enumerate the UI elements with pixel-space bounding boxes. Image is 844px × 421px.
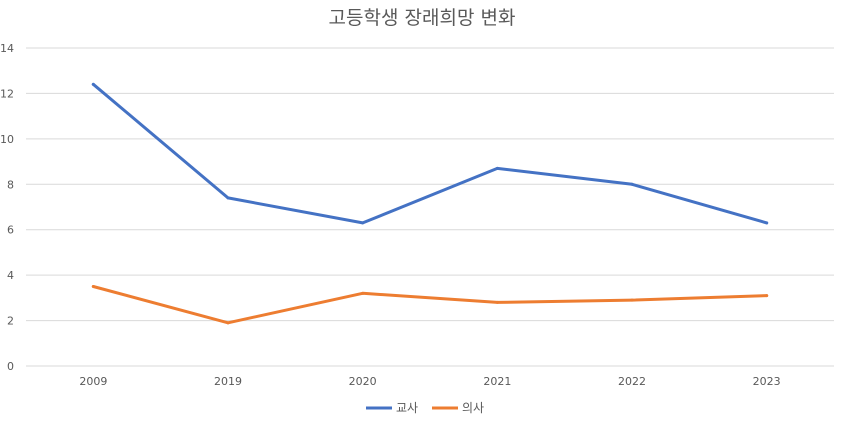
data-point-teacher (495, 166, 499, 170)
data-point-doctor (765, 294, 769, 298)
y-tick-label: 4 (7, 269, 14, 282)
x-tick-label: 2021 (483, 375, 511, 388)
x-axis-ticks: 2009 2019 2020 2021 2022 2023 (79, 375, 780, 388)
legend-label-doctor: 의사 (462, 401, 484, 415)
gridlines (26, 47, 834, 367)
y-tick-label: 0 (7, 360, 14, 373)
legend-label-teacher: 교사 (396, 401, 418, 415)
data-point-doctor (91, 285, 95, 288)
y-tick-label: 2 (7, 315, 14, 328)
data-point-doctor (361, 291, 365, 295)
chart-title: 고등학생 장래희망 변화 (329, 7, 516, 29)
data-point-teacher (226, 196, 230, 200)
data-point-doctor (495, 300, 499, 304)
x-tick-label: 2009 (79, 375, 107, 388)
x-tick-label: 2020 (349, 375, 377, 388)
data-point-doctor (226, 321, 230, 325)
y-tick-label: 14 (0, 42, 14, 55)
data-point-teacher (91, 82, 95, 86)
x-tick-label: 2023 (753, 375, 781, 388)
data-point-teacher (765, 221, 769, 225)
y-tick-label: 10 (0, 133, 14, 146)
series-line-doctor (91, 285, 769, 325)
data-point-teacher (361, 221, 365, 225)
x-tick-label: 2019 (214, 375, 242, 388)
x-tick-label: 2022 (618, 375, 646, 388)
y-tick-label: 6 (7, 224, 14, 237)
legend: 교사 의사 (366, 401, 484, 415)
series-lines (91, 82, 769, 325)
y-axis-ticks: 0 2 4 6 8 10 12 14 (0, 42, 14, 373)
data-point-teacher (630, 182, 634, 186)
series-line-teacher (91, 82, 769, 225)
y-tick-label: 12 (0, 87, 14, 100)
y-tick-label: 8 (7, 178, 14, 191)
data-point-doctor (630, 298, 634, 302)
